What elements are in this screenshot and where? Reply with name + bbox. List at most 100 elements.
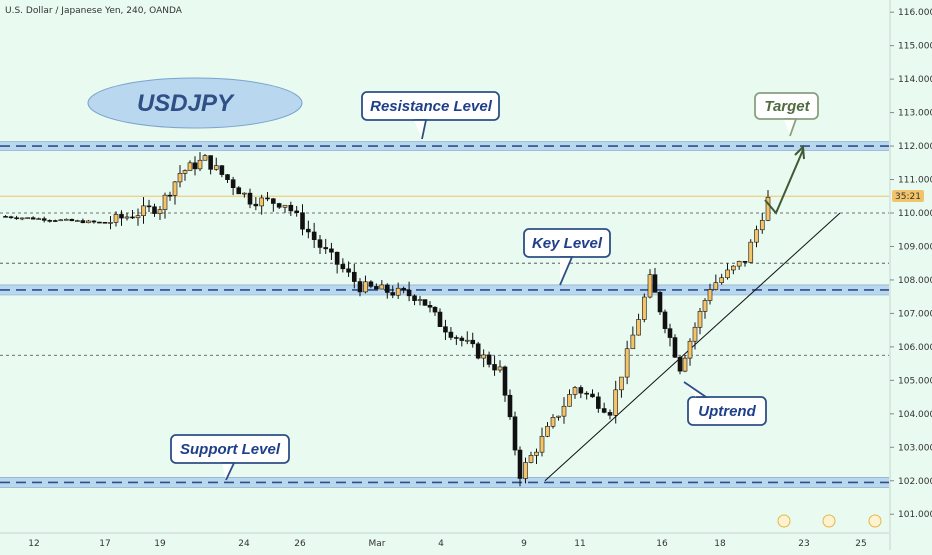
candle-up: [242, 192, 247, 195]
candle-up: [624, 348, 630, 378]
y-tick-label: 101.000: [898, 510, 932, 520]
candle-down: [311, 231, 317, 241]
candle-down: [374, 286, 379, 290]
y-tick-label: 114.000: [898, 75, 932, 85]
candle-up: [702, 300, 708, 312]
x-tick-label: 18: [714, 539, 726, 549]
candle-up: [539, 435, 545, 453]
candle-down: [306, 228, 311, 233]
candle-down: [357, 281, 363, 293]
candle-down: [368, 281, 374, 287]
candle-up: [75, 220, 80, 222]
candle-down: [590, 393, 595, 398]
axis-panel: [890, 0, 932, 550]
candle-up: [523, 462, 528, 479]
candle-down: [8, 216, 14, 219]
y-tick-label: 107.000: [898, 309, 932, 319]
candle-down: [329, 248, 334, 253]
candle-up: [259, 197, 264, 207]
y-tick-label: 102.000: [898, 477, 932, 487]
candle-down: [584, 392, 589, 395]
x-tick-label: 25: [855, 539, 866, 549]
key-callout-pointer: [559, 256, 574, 286]
y-tick-label: 115.000: [898, 42, 932, 52]
candle-up: [765, 196, 771, 221]
candle-down: [69, 218, 75, 222]
support-label: Support Level: [180, 441, 281, 458]
candle-down: [334, 251, 340, 265]
candle-down: [152, 206, 157, 214]
candle-up: [379, 284, 385, 290]
y-tick-label: 109.000: [898, 242, 932, 252]
candle-up: [363, 281, 368, 293]
candle-down: [492, 364, 497, 371]
candle-down: [486, 354, 492, 365]
candle-up: [619, 376, 624, 391]
candle-down: [247, 192, 253, 205]
level-zones: [0, 141, 889, 488]
candle-down: [596, 396, 601, 409]
y-tick-label: 106.000: [898, 343, 932, 353]
candle-down: [512, 416, 518, 451]
candle-up: [464, 339, 470, 342]
candle-down: [80, 220, 86, 224]
candle-down: [317, 239, 323, 248]
support-callout-pointer: [222, 462, 236, 481]
y-tick-label: 108.000: [898, 276, 932, 286]
candle-up: [282, 204, 288, 208]
candle-down: [657, 292, 663, 313]
candle-down: [230, 179, 236, 189]
symbol-ellipse: [87, 77, 303, 129]
candle-down: [288, 204, 294, 212]
event-icon: [868, 514, 882, 528]
candle-up: [636, 319, 641, 336]
candle-down: [662, 311, 668, 329]
candle-up: [58, 219, 64, 222]
candle-up: [162, 194, 168, 210]
candle-down: [422, 299, 428, 306]
candle-down: [401, 287, 406, 291]
price-axis: 101.000 102.000 103.000 104.000 105.000 106.0…: [889, 0, 932, 550]
y-tick-label: 110.000: [898, 209, 932, 219]
candle-down: [502, 366, 508, 396]
candle-down: [3, 216, 8, 218]
candle-up: [759, 220, 765, 231]
candle-up: [135, 215, 141, 219]
candle-down: [517, 449, 523, 479]
candle-up: [395, 287, 401, 296]
candle-up: [556, 415, 561, 418]
candle-up: [172, 181, 178, 196]
candle-down: [14, 217, 19, 220]
key-level-label: Key Level: [532, 235, 603, 252]
candle-down: [219, 165, 225, 175]
candle-up: [682, 357, 688, 372]
x-tick-label: 17: [99, 539, 110, 549]
x-tick-label: 11: [574, 539, 585, 549]
level-zone: [0, 141, 889, 151]
resistance-label: Resistance Level: [370, 98, 493, 115]
candle-up: [197, 159, 203, 170]
candle-up: [736, 261, 742, 267]
uptrend-callout-box: [687, 396, 767, 426]
y-tick-label: 103.000: [898, 443, 932, 453]
candle-up: [692, 326, 698, 342]
event-icon: [777, 514, 791, 528]
resistance-callout-pointer: [414, 119, 428, 140]
x-tick-label: 12: [28, 539, 39, 549]
candle-down: [146, 205, 152, 208]
candle-up: [113, 214, 119, 223]
candle-down: [652, 274, 658, 293]
x-tick-label: 26: [294, 539, 306, 549]
price-tag-text: 35:21: [895, 192, 921, 202]
candle-up: [550, 417, 556, 427]
candle-down: [677, 356, 683, 372]
candle-up: [545, 425, 550, 437]
level-zone: [0, 477, 889, 488]
annotation-layer: USDJPY Resistance Level Key Level Suppor…: [87, 77, 819, 481]
candle-down: [672, 337, 678, 358]
candle-up: [725, 269, 730, 279]
candle-down: [91, 220, 97, 223]
candle-down: [130, 216, 135, 219]
